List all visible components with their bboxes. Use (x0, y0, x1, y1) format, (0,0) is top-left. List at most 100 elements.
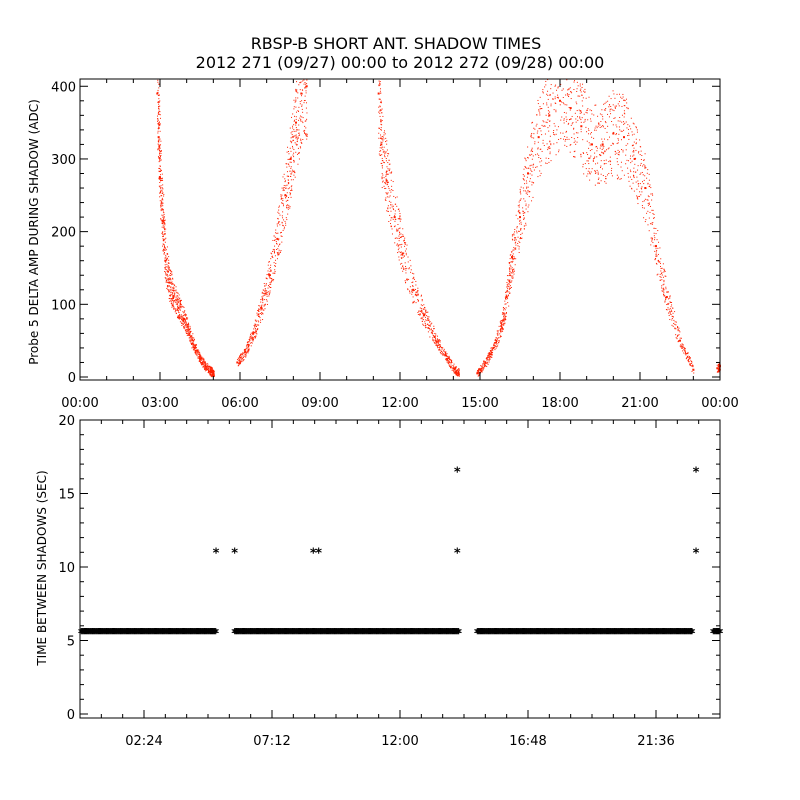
data-point (612, 90, 614, 92)
data-point (512, 271, 514, 273)
data-point (275, 229, 277, 231)
data-point (660, 276, 662, 278)
data-point (509, 287, 511, 289)
data-point (176, 291, 178, 293)
star-marker: * (487, 627, 494, 642)
data-point (449, 359, 451, 361)
data-point (580, 119, 582, 121)
data-point (178, 317, 180, 319)
data-point (504, 316, 506, 318)
data-point (394, 225, 396, 227)
data-point (163, 239, 165, 241)
data-point (247, 344, 249, 346)
data-point (160, 140, 162, 142)
data-point (166, 274, 168, 276)
data-point (504, 318, 506, 320)
data-point (264, 288, 266, 290)
data-point (206, 366, 208, 368)
data-point (168, 267, 170, 269)
data-point (651, 240, 653, 242)
data-point (679, 337, 681, 339)
star-marker: * (271, 627, 278, 642)
data-point (508, 267, 510, 269)
data-point (182, 317, 184, 319)
data-point (508, 288, 510, 290)
data-point (162, 215, 164, 217)
data-point (490, 347, 492, 349)
data-point (175, 303, 177, 305)
data-point (178, 318, 180, 320)
data-point (554, 98, 556, 100)
data-point (676, 336, 678, 338)
data-point (163, 247, 165, 249)
data-point (261, 304, 263, 306)
star-marker: * (329, 627, 336, 642)
star-marker: * (335, 627, 342, 642)
star-marker: * (539, 627, 546, 642)
data-point (579, 116, 581, 118)
data-point (305, 85, 308, 88)
data-point (398, 259, 400, 261)
data-point (395, 203, 397, 205)
data-point (196, 350, 198, 352)
data-point (175, 312, 177, 314)
data-point (525, 180, 527, 182)
data-point (646, 199, 648, 201)
star-marker: * (295, 627, 302, 642)
data-point (652, 194, 654, 196)
data-point (200, 362, 202, 364)
data-point (291, 145, 293, 147)
data-point (165, 261, 167, 263)
data-point (379, 147, 381, 149)
data-point (446, 354, 448, 356)
data-point (481, 365, 483, 367)
data-point (627, 135, 629, 137)
star-marker: * (421, 627, 428, 642)
data-point (379, 115, 381, 117)
star-marker: * (156, 627, 163, 642)
data-point: * (350, 627, 357, 642)
star-marker: * (373, 627, 380, 642)
data-point (398, 238, 400, 240)
data-point (162, 219, 164, 221)
data-point (306, 83, 308, 85)
data-point (177, 306, 180, 309)
data-point (580, 128, 582, 130)
data-point: * (146, 627, 153, 642)
star-marker: * (136, 627, 143, 642)
star-marker: * (211, 627, 218, 642)
data-point (660, 265, 662, 267)
star-marker: * (133, 627, 140, 642)
data-point (296, 129, 298, 131)
data-point (388, 163, 390, 165)
data-point (507, 287, 509, 289)
data-point (497, 343, 499, 345)
data-point (479, 369, 481, 371)
data-point: * (187, 627, 194, 642)
data-point (586, 152, 588, 154)
data-point (406, 244, 408, 246)
data-point (296, 141, 298, 143)
star-marker: * (323, 627, 330, 642)
data-point (197, 349, 199, 351)
data-point (184, 314, 186, 316)
data-point (499, 329, 501, 331)
data-point: * (321, 627, 328, 642)
star-marker: * (377, 627, 384, 642)
data-point (304, 125, 306, 127)
data-point (240, 357, 242, 359)
data-point (560, 138, 562, 140)
data-point (448, 356, 450, 358)
data-point: * (152, 627, 159, 642)
data-point (633, 177, 635, 179)
data-point (505, 307, 507, 309)
data-point (612, 143, 614, 145)
data-point (242, 356, 244, 358)
data-point (166, 263, 168, 265)
data-point (202, 359, 204, 361)
star-marker: * (188, 627, 195, 642)
data-point (185, 329, 187, 331)
data-point (483, 360, 485, 362)
data-point (386, 173, 388, 175)
data-point (266, 278, 268, 280)
